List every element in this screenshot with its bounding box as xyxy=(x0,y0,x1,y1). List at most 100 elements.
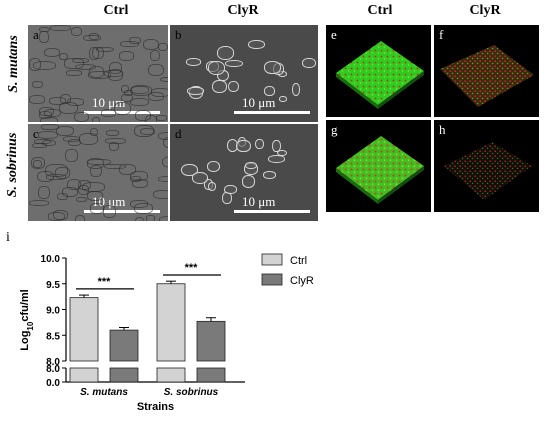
surface-texture xyxy=(134,124,154,137)
surface-texture xyxy=(70,27,82,37)
surface-texture xyxy=(59,52,69,61)
surface-texture xyxy=(148,92,165,101)
biofilm-3d-render xyxy=(336,136,424,204)
bacterial-debris xyxy=(263,86,275,97)
bacterial-debris xyxy=(224,184,237,194)
surface-texture xyxy=(66,179,81,191)
cfu-bar-chart: i 8.0 8.5 9.0 9.5 10.0 8.0 0.0 Log10cfu/ml *** S.… xyxy=(0,228,550,420)
surface-texture xyxy=(74,63,97,71)
bacterial-debris xyxy=(206,160,220,173)
bar-lower-ctrl-2 xyxy=(156,367,186,383)
surface-texture xyxy=(134,216,144,221)
biofilm-3d-render xyxy=(444,142,532,200)
bacterial-debris xyxy=(216,46,235,60)
surface-texture xyxy=(73,111,90,122)
sem-image-d: d 10 μm xyxy=(170,124,318,221)
row-label-s-mutans: S. mutans xyxy=(6,35,21,93)
surface-texture xyxy=(157,42,168,52)
surface-texture xyxy=(90,164,102,177)
significance-marker: *** xyxy=(185,262,199,274)
surface-texture xyxy=(82,35,101,41)
y-axis-label: Log10cfu/ml xyxy=(19,289,35,350)
x-axis-label: Strains xyxy=(137,401,174,413)
surface-texture xyxy=(75,196,87,203)
x-tick-label: S. sobrinus xyxy=(164,387,219,398)
biofilm-3d-render xyxy=(440,45,534,107)
y-tick-label: 8.0 xyxy=(46,364,60,375)
surface-texture xyxy=(39,31,49,44)
bar-clyr-2 xyxy=(196,320,226,362)
bacterial-debris xyxy=(279,95,287,102)
surface-texture xyxy=(105,138,126,144)
surface-texture xyxy=(103,164,126,170)
biofilm-3d-render xyxy=(336,41,424,109)
surface-texture xyxy=(29,95,45,104)
bar-clyr-1 xyxy=(109,329,139,362)
confocal-image-e: e xyxy=(326,25,431,117)
surface-texture xyxy=(38,186,51,199)
surface-texture xyxy=(119,51,135,61)
surface-texture xyxy=(86,158,105,169)
surface-texture xyxy=(162,156,168,169)
bacterial-debris xyxy=(247,39,265,50)
surface-texture xyxy=(91,117,101,122)
bacterial-debris xyxy=(228,80,240,93)
surface-texture xyxy=(45,163,68,177)
bacterial-debris xyxy=(225,59,244,68)
bacterial-debris xyxy=(187,86,204,95)
y-tick-label: 9.5 xyxy=(46,280,60,291)
bar-lower-ctrl-1 xyxy=(69,367,99,383)
surface-texture xyxy=(50,25,72,32)
surface-texture xyxy=(148,63,164,77)
panel-label-g: g xyxy=(331,122,338,137)
surface-texture xyxy=(78,184,90,196)
y-tick-label: 8.0 xyxy=(46,357,60,368)
panel-label-f: f xyxy=(439,27,444,42)
scale-bar: 10 μm xyxy=(234,194,310,213)
bar-ctrl-1 xyxy=(69,297,99,362)
surface-texture xyxy=(40,117,58,122)
bacterial-debris xyxy=(245,162,258,170)
header-sem-ctrl: Ctrl xyxy=(103,3,129,18)
panel-label-c: c xyxy=(33,126,39,141)
y-tick-label: 10.0 xyxy=(41,254,61,265)
panel-label-b: b xyxy=(175,27,182,42)
surface-texture xyxy=(146,215,155,221)
surface-texture xyxy=(157,176,168,183)
surface-texture xyxy=(65,149,79,162)
bacterial-debris xyxy=(302,57,316,68)
surface-texture xyxy=(124,89,133,97)
panel-label-e: e xyxy=(331,27,337,42)
significance-marker: *** xyxy=(98,276,112,288)
surface-texture xyxy=(149,49,160,61)
bacterial-debris xyxy=(212,80,227,94)
surface-texture xyxy=(107,68,124,81)
bar-ctrl-2 xyxy=(156,283,186,362)
bacterial-debris xyxy=(255,138,264,150)
row-label-s-sobrinus: S. sobrinus xyxy=(5,132,20,198)
surface-texture xyxy=(109,142,119,152)
surface-texture xyxy=(86,191,104,202)
surface-texture xyxy=(160,76,168,83)
panel-label-h: h xyxy=(439,122,446,137)
surface-texture xyxy=(103,205,116,218)
surface-texture xyxy=(52,209,68,220)
panel-label-d: d xyxy=(175,126,182,141)
confocal-image-h: h xyxy=(434,120,539,212)
surface-texture xyxy=(152,189,168,199)
bar-lower-clyr-2 xyxy=(196,367,226,383)
bacterial-debris xyxy=(207,182,217,192)
surface-texture xyxy=(43,47,60,58)
surface-texture xyxy=(30,157,45,170)
y-tick-label: 0.0 xyxy=(46,378,60,389)
bacterial-debris xyxy=(292,82,301,96)
bacterial-debris xyxy=(262,171,276,180)
surface-texture xyxy=(32,61,57,71)
surface-texture xyxy=(68,138,82,147)
header-sem-clyr: ClyR xyxy=(227,3,259,18)
header-confocal-clyr: ClyR xyxy=(469,3,501,18)
surface-texture xyxy=(155,115,167,121)
surface-texture xyxy=(40,124,60,131)
surface-texture xyxy=(48,96,66,105)
surface-texture xyxy=(28,200,50,207)
